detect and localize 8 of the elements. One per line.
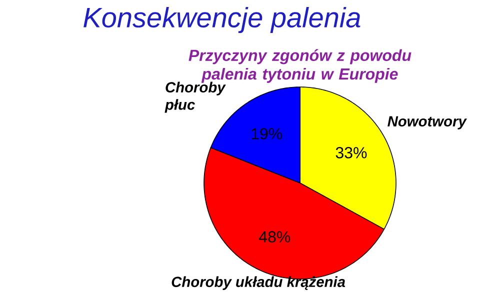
data-label: 33% (336, 147, 367, 158)
chart-title: Konsekwencje palenia (84, 6, 360, 34)
data-label: 48% (259, 231, 290, 242)
chart-subtitle: Przyczyny zgonów z powodu palenia tytoniu w Europie (188, 49, 412, 83)
slice-label: Nowotwory (388, 116, 467, 130)
slice-label: Choroby płuc (164, 82, 226, 113)
slice-label: Choroby układu krążenia (172, 276, 346, 290)
data-label: 19% (252, 128, 282, 140)
